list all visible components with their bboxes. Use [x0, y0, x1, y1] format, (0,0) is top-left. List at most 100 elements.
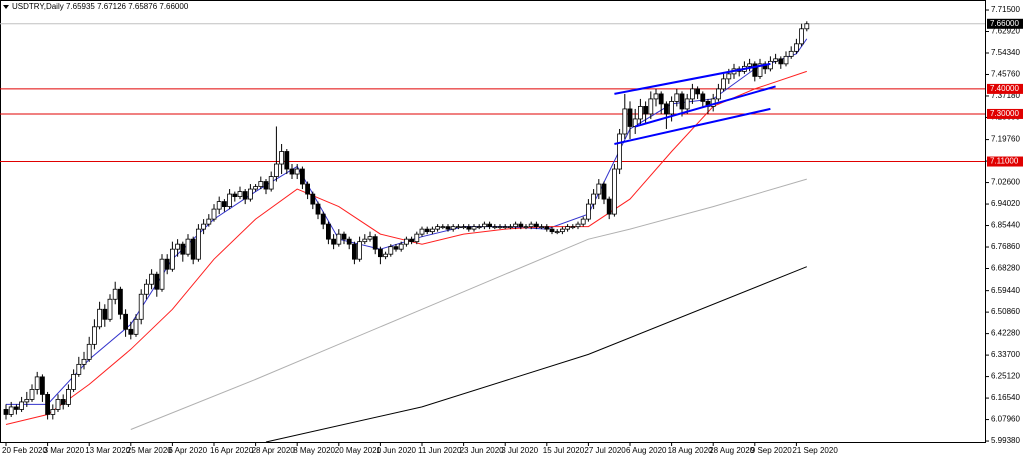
candle-body — [154, 273, 160, 290]
x-tick-label: 18 Aug 2020 — [668, 446, 713, 455]
candle-body — [445, 226, 451, 230]
y-tick-label: 6.85440 — [991, 221, 1020, 230]
candle-body — [232, 193, 238, 197]
candle-body — [128, 328, 134, 335]
y-tick-label: 7.37180 — [991, 91, 1020, 100]
candle-body — [726, 73, 732, 80]
candle-body — [268, 176, 274, 190]
candle-body — [242, 191, 248, 200]
candle-body — [107, 298, 113, 320]
candle-body — [216, 201, 222, 210]
candle-body — [388, 246, 394, 255]
candle-body — [279, 151, 285, 165]
candle-body — [684, 98, 690, 110]
trendline — [614, 62, 771, 95]
candle-body — [721, 78, 726, 90]
candle-body — [133, 318, 139, 335]
candle-body — [799, 28, 804, 45]
candle-body — [55, 399, 61, 410]
y-tick-label: 7.19760 — [991, 135, 1020, 144]
candle-body — [549, 228, 555, 233]
candle-body — [773, 58, 778, 62]
candle-body — [372, 236, 378, 250]
candle-body — [648, 98, 654, 115]
price-label-bg — [987, 18, 1023, 29]
x-tick-label: 13 Mar 2020 — [85, 446, 130, 455]
candle-body — [393, 246, 399, 250]
y-tick-label: 6.07960 — [991, 415, 1020, 424]
candle-body — [653, 93, 659, 100]
y-tick-label: 6.50860 — [991, 307, 1020, 316]
candle-body — [471, 226, 477, 230]
candle-body — [679, 93, 685, 110]
x-tick-label: 15 Jul 2020 — [543, 446, 585, 455]
candle-body — [674, 93, 680, 102]
y-tick-label: 6.94020 — [991, 199, 1020, 208]
candle-body — [752, 63, 758, 77]
menu-arrow[interactable] — [3, 5, 9, 9]
candle-body — [757, 63, 763, 77]
candle-body — [13, 406, 19, 410]
candle-body — [627, 108, 633, 127]
candle-body — [409, 238, 415, 243]
candle-body — [331, 238, 337, 245]
candle-body — [596, 183, 602, 195]
candle-body — [617, 133, 622, 170]
candle-body — [29, 389, 35, 400]
candle-body — [76, 363, 82, 375]
candle-body — [414, 233, 420, 243]
candle-body — [175, 243, 181, 250]
candle-body — [565, 226, 570, 230]
candle-body — [570, 226, 576, 229]
candle-body — [71, 373, 76, 390]
x-tick-label: 16 Apr 2020 — [210, 446, 254, 455]
candle-body — [305, 183, 311, 195]
candle-body — [476, 226, 482, 229]
candle-body — [201, 223, 207, 230]
candle-body — [211, 208, 217, 220]
candle-body — [315, 203, 321, 215]
candle-body — [206, 218, 212, 225]
candle-body — [357, 241, 363, 260]
candle-body — [601, 183, 607, 200]
candle-body — [591, 193, 596, 205]
candle-body — [528, 223, 534, 228]
candle-body — [580, 218, 586, 225]
candle-body — [258, 181, 264, 187]
level-label-bg — [987, 156, 1023, 167]
candle-body — [118, 288, 123, 315]
candle-body — [289, 168, 295, 175]
candle-body — [544, 226, 550, 230]
x-tick-label: 28 Aug 2020 — [709, 446, 754, 455]
candle-body — [60, 399, 66, 405]
candle-body — [81, 358, 87, 365]
candle-body — [664, 103, 669, 115]
x-tick-label: 3 Mar 2020 — [44, 446, 85, 455]
candle-body — [783, 55, 789, 65]
candle-body — [518, 223, 524, 228]
candle-body — [362, 238, 368, 243]
x-tick-label: 8 May 2020 — [293, 446, 335, 455]
candle-body — [466, 226, 472, 230]
y-tick-label: 7.02600 — [991, 178, 1020, 187]
candle-body — [273, 163, 279, 177]
level-label: 7.30000 — [990, 109, 1019, 118]
candle-body — [690, 88, 695, 100]
price-label: 7.66000 — [990, 19, 1019, 28]
candle-body — [325, 223, 331, 240]
candle-body — [34, 376, 40, 390]
candle-body — [440, 226, 446, 229]
candle-body — [40, 376, 45, 395]
candle-body — [695, 88, 700, 95]
moving-average — [5, 70, 807, 425]
y-tick-label: 7.45760 — [991, 70, 1020, 79]
candle-body — [419, 228, 425, 235]
candle-body — [513, 223, 518, 228]
candle-body — [794, 43, 799, 52]
candle-body — [310, 193, 316, 205]
candle-body — [180, 243, 186, 255]
candle-body — [253, 186, 259, 190]
candle-body — [8, 406, 14, 415]
candle-body — [320, 213, 326, 225]
